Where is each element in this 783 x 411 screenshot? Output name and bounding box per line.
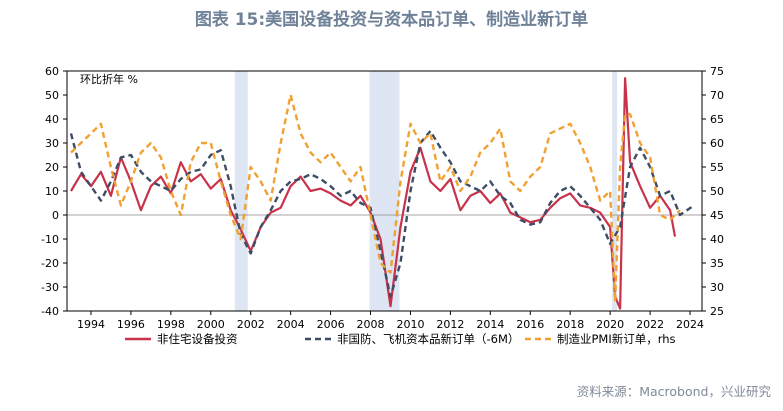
x-tick-label: 2006 (317, 318, 345, 331)
recession-shading (67, 71, 702, 311)
recession-band (612, 71, 618, 311)
legend: 非住宅设备投资 非国防、飞机资本品新订单（-6M） 制造业PMI新订单，rhs (125, 332, 676, 346)
left-tick-label: 20 (45, 161, 59, 174)
left-tick-label: 60 (45, 65, 59, 78)
right-tick-label: 65 (710, 113, 724, 126)
left-tick-label: -20 (41, 257, 59, 270)
x-tick-label: 1996 (117, 318, 145, 331)
right-tick-label: 40 (710, 233, 724, 246)
x-tick-label: 2002 (237, 318, 265, 331)
x-tick-label: 2012 (436, 318, 464, 331)
chart-title: 图表 15:美国设备投资与资本品订单、制造业新订单 (194, 10, 589, 30)
series-layer (69, 77, 695, 310)
x-tick-label: 2020 (596, 318, 624, 331)
left-axis: 60 50 40 30 20 10 0 -10 -20 -30 -40 (41, 65, 67, 318)
left-tick-label: 30 (45, 137, 59, 150)
legend-label: 非国防、飞机资本品新订单（-6M） (337, 332, 519, 346)
right-tick-label: 60 (710, 137, 724, 150)
x-tick-label: 2004 (277, 318, 305, 331)
legend-label: 制造业PMI新订单，rhs (557, 332, 676, 346)
right-tick-label: 70 (710, 89, 724, 102)
series-line-1 (70, 77, 677, 310)
series-line-3 (70, 93, 681, 303)
left-tick-label: 10 (45, 185, 59, 198)
legend-label: 非住宅设备投资 (157, 332, 238, 346)
right-axis: 75 70 65 60 55 50 45 40 35 30 25 (702, 65, 724, 318)
x-tick-label: 2024 (676, 318, 704, 331)
source-note: 资料来源：Macrobond，兴业研究 (576, 384, 771, 399)
x-tick-label: 1994 (77, 318, 105, 331)
recession-band (234, 71, 248, 311)
x-tick-label: 2008 (357, 318, 385, 331)
right-tick-label: 50 (710, 185, 724, 198)
x-tick-label: 2000 (197, 318, 225, 331)
right-tick-label: 30 (710, 281, 724, 294)
x-tick-label: 2022 (636, 318, 664, 331)
unit-label: 环比折年 % (80, 72, 138, 86)
left-tick-label: 50 (45, 89, 59, 102)
x-tick-label: 2018 (556, 318, 584, 331)
x-tick-label: 2014 (476, 318, 504, 331)
x-tick-label: 1998 (157, 318, 185, 331)
right-tick-label: 35 (710, 257, 724, 270)
x-axis: 1994 1996 1998 2000 2002 2004 2006 2008 2010 2012… (77, 311, 704, 331)
right-tick-label: 45 (710, 209, 724, 222)
right-tick-label: 25 (710, 305, 724, 318)
left-tick-label: -40 (41, 305, 59, 318)
left-tick-label: 0 (52, 209, 59, 222)
left-tick-label: -10 (41, 233, 59, 246)
series-line-2 (69, 129, 695, 298)
right-tick-label: 55 (710, 161, 724, 174)
left-tick-label: -30 (41, 281, 59, 294)
x-tick-label: 2010 (396, 318, 424, 331)
x-tick-label: 2016 (516, 318, 544, 331)
left-tick-label: 40 (45, 113, 59, 126)
right-tick-label: 75 (710, 65, 724, 78)
